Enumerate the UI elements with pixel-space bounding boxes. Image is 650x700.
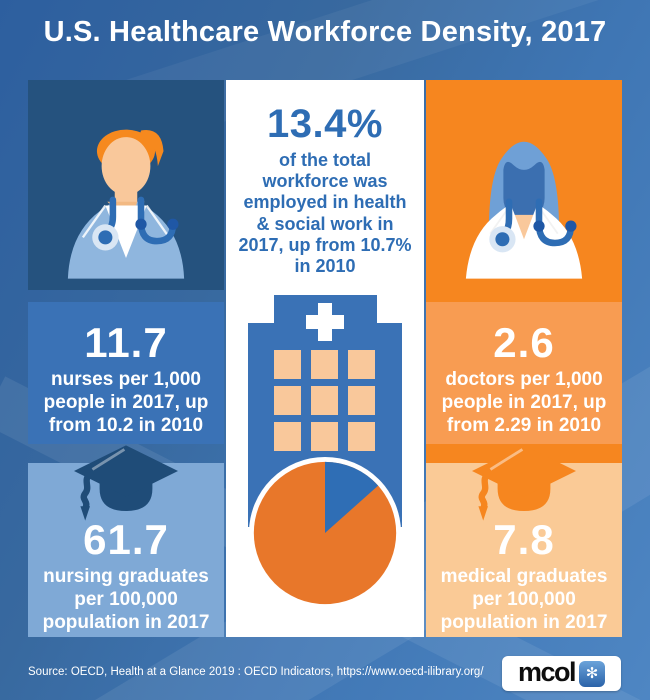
- nurses-density-caption: nurses per 1,000 people in 2017, up from…: [43, 369, 209, 437]
- medical-graduates-text: 7.8 medical graduates per 100,000 popula…: [426, 519, 622, 635]
- doctor-panel: [28, 80, 224, 290]
- hospital-icon: [248, 295, 402, 527]
- medical-graduates-caption: medical graduates per 100,000 population…: [440, 566, 608, 634]
- mcol-logo: mcol ✻: [502, 656, 621, 691]
- headline-value: 13.4%: [267, 102, 383, 146]
- center-column: 13.4% of the total workforce was employe…: [226, 80, 424, 637]
- nursing-graduates-caption: nursing graduates per 100,000 population…: [42, 566, 210, 634]
- nurses-density-value: 11.7: [84, 319, 168, 366]
- doctors-density-panel: 2.6 doctors per 1,000 people in 2017, up…: [426, 302, 622, 444]
- medical-graduates-panel: 7.8 medical graduates per 100,000 popula…: [426, 445, 622, 637]
- doctor-icon: [67, 129, 185, 279]
- nursing-graduates-value: 61.7: [83, 516, 169, 563]
- cross-icon: [306, 303, 344, 341]
- right-column: 2.6 doctors per 1,000 people in 2017, up…: [426, 80, 622, 637]
- source-citation: Source: OECD, Health at a Glance 2019 : …: [28, 666, 484, 678]
- asterisk-icon: ✻: [579, 660, 606, 687]
- doctors-density-caption: doctors per 1,000 people in 2017, up fro…: [441, 369, 607, 437]
- graduation-cap-icon: [74, 445, 178, 521]
- left-column: 11.7 nurses per 1,000 people in 2017, up…: [28, 80, 224, 637]
- nurse-icon: [465, 141, 583, 279]
- doctors-density-value: 2.6: [493, 319, 555, 366]
- medical-graduates-value: 7.8: [493, 516, 555, 563]
- nurse-panel: [426, 80, 622, 290]
- headline-panel: 13.4% of the total workforce was employe…: [226, 104, 424, 277]
- graduation-cap-icon: [472, 445, 576, 521]
- nursing-graduates-panel: 61.7 nursing graduates per 100,000 popul…: [28, 445, 224, 637]
- nursing-graduates-text: 61.7 nursing graduates per 100,000 popul…: [28, 519, 224, 635]
- headline-caption: of the total workforce was employed in h…: [238, 150, 412, 277]
- page-title: U.S. Healthcare Workforce Density, 2017: [43, 16, 607, 48]
- nurses-density-panel: 11.7 nurses per 1,000 people in 2017, up…: [28, 302, 224, 444]
- mcol-logo-text: mcol: [517, 656, 577, 687]
- pie-chart: [248, 456, 402, 610]
